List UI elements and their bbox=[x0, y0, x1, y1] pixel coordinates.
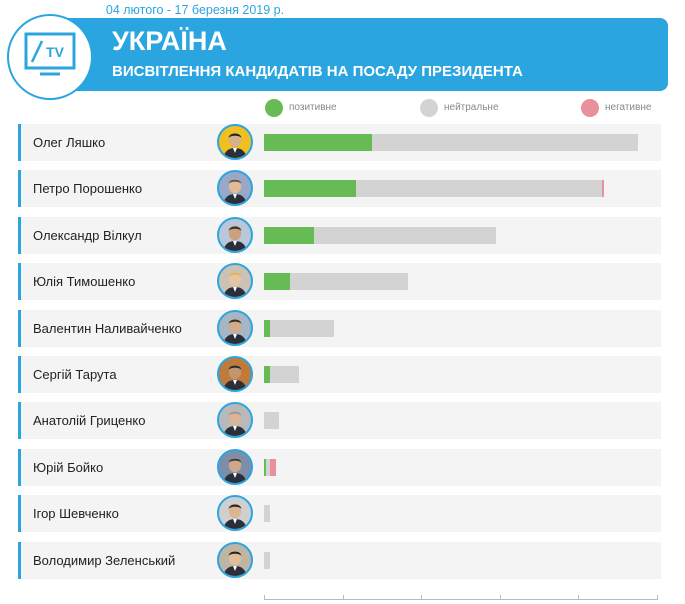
portrait-icon bbox=[223, 132, 247, 158]
tv-screen-icon: TV bbox=[24, 32, 76, 76]
candidate-row: Ігор Шевченко bbox=[18, 495, 661, 532]
candidate-avatar bbox=[217, 217, 253, 253]
tv-logo: TV bbox=[7, 14, 93, 100]
date-range: 04 лютого - 17 березня 2019 р. bbox=[105, 3, 285, 17]
legend-swatch bbox=[581, 99, 599, 117]
legend-swatch bbox=[420, 99, 438, 117]
x-axis-tick bbox=[578, 595, 579, 600]
bar-segment bbox=[266, 459, 271, 476]
tv-logo-text: TV bbox=[46, 44, 65, 60]
bar-segment bbox=[264, 227, 315, 244]
candidate-row: Валентин Наливайченко bbox=[18, 310, 661, 347]
bar-segment bbox=[270, 459, 277, 476]
legend-label: негативне bbox=[605, 102, 652, 113]
candidate-name: Ігор Шевченко bbox=[33, 506, 119, 521]
candidate-avatar bbox=[217, 449, 253, 485]
portrait-icon bbox=[223, 318, 247, 344]
bar-segment bbox=[355, 180, 603, 197]
candidate-row: Сергій Тарута bbox=[18, 356, 661, 393]
x-axis-tick bbox=[264, 595, 265, 600]
bar-segment bbox=[270, 366, 300, 383]
candidate-name: Юлія Тимошенко bbox=[33, 274, 136, 289]
bar-segment bbox=[264, 273, 291, 290]
x-axis-tick bbox=[421, 595, 422, 600]
portrait-icon bbox=[223, 550, 247, 576]
candidate-avatar bbox=[217, 495, 253, 531]
candidate-avatar bbox=[217, 263, 253, 299]
candidate-name: Сергій Тарута bbox=[33, 367, 117, 382]
bar-segment bbox=[314, 227, 496, 244]
bar-segment bbox=[270, 320, 334, 337]
candidate-name: Анатолій Гриценко bbox=[33, 413, 146, 428]
portrait-icon bbox=[223, 503, 247, 529]
legend-swatch bbox=[265, 99, 283, 117]
bar-segment bbox=[264, 505, 271, 522]
candidate-name: Олександр Вілкул bbox=[33, 228, 142, 243]
candidate-name: Петро Порошенко bbox=[33, 181, 143, 196]
portrait-icon bbox=[223, 364, 247, 390]
candidate-name: Олег Ляшко bbox=[33, 135, 106, 150]
candidate-row: Анатолій Гриценко bbox=[18, 402, 661, 439]
portrait-icon bbox=[223, 410, 247, 436]
legend-label: нейтральне bbox=[444, 102, 499, 113]
candidate-name: Валентин Наливайченко bbox=[33, 321, 182, 336]
candidate-row: Володимир Зеленський bbox=[18, 542, 661, 579]
header-banner: УКРАЇНА ВИСВІТЛЕННЯ КАНДИДАТІВ НА ПОСАДУ… bbox=[40, 18, 668, 91]
bar-segment bbox=[264, 412, 279, 429]
candidate-row: Юлія Тимошенко bbox=[18, 263, 661, 300]
bar-segment bbox=[264, 459, 266, 476]
portrait-icon bbox=[223, 271, 247, 297]
bar-segment bbox=[264, 320, 271, 337]
page-title: УКРАЇНА bbox=[112, 26, 227, 56]
candidate-avatar bbox=[217, 356, 253, 392]
candidate-avatar bbox=[217, 402, 253, 438]
candidate-name: Юрій Бойко bbox=[33, 460, 104, 475]
portrait-icon bbox=[223, 225, 247, 251]
x-axis-line bbox=[264, 599, 657, 600]
bar-segment bbox=[290, 273, 408, 290]
candidate-avatar bbox=[217, 310, 253, 346]
portrait-icon bbox=[223, 178, 247, 204]
candidate-row: Олег Ляшко bbox=[18, 124, 661, 161]
page-subtitle: ВИСВІТЛЕННЯ КАНДИДАТІВ НА ПОСАДУ ПРЕЗИДЕ… bbox=[112, 63, 523, 80]
legend-label: позитивне bbox=[289, 102, 337, 113]
x-axis-tick bbox=[657, 595, 658, 600]
candidate-name: Володимир Зеленський bbox=[33, 553, 176, 568]
portrait-icon bbox=[223, 457, 247, 483]
candidate-avatar bbox=[217, 124, 253, 160]
bar-segment bbox=[602, 180, 605, 197]
candidate-avatar bbox=[217, 542, 253, 578]
x-axis-tick bbox=[343, 595, 344, 600]
bar-segment bbox=[264, 134, 373, 151]
bar-segment bbox=[264, 552, 271, 569]
candidate-row: Юрій Бойко bbox=[18, 449, 661, 486]
candidate-row: Олександр Вілкул bbox=[18, 217, 661, 254]
x-axis-tick bbox=[500, 595, 501, 600]
bar-segment bbox=[264, 180, 356, 197]
candidate-row: Петро Порошенко bbox=[18, 170, 661, 207]
bar-segment bbox=[372, 134, 638, 151]
candidate-avatar bbox=[217, 170, 253, 206]
bar-segment bbox=[264, 366, 271, 383]
